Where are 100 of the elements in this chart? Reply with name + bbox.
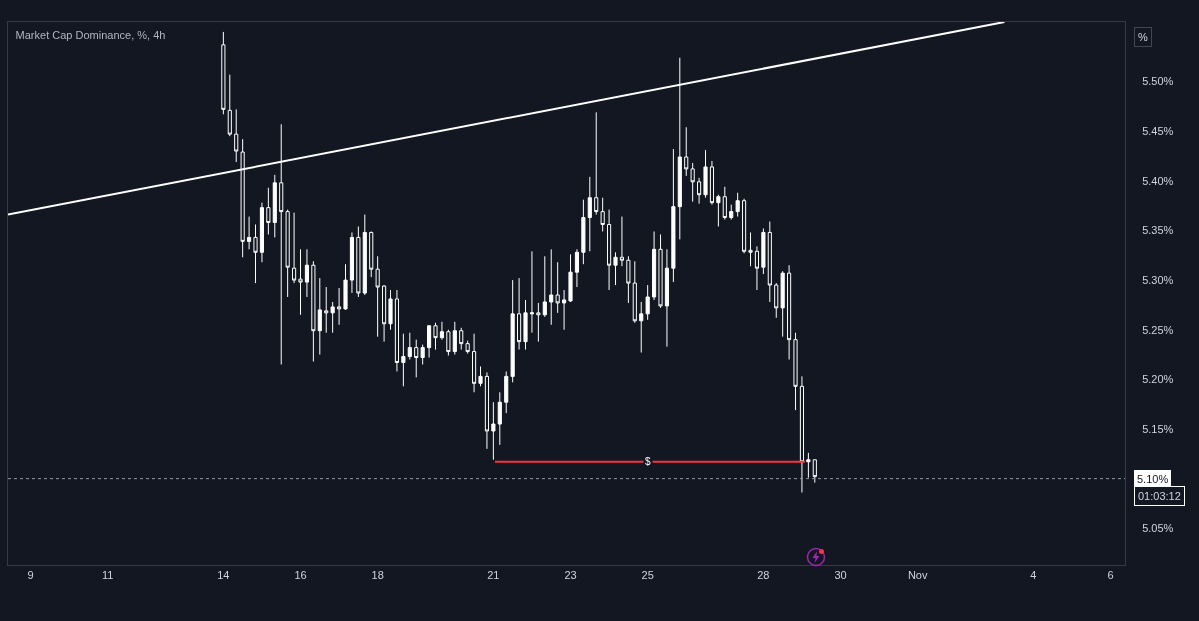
candlestick [401,333,406,387]
candlestick [523,299,528,351]
candlestick [562,289,567,331]
candlestick [234,108,239,163]
text: % [1138,31,1148,43]
candlestick [761,227,766,275]
candlestick [517,277,522,351]
candlestick [459,327,464,351]
candlestick [298,248,303,316]
text: 01:03:12 [1138,490,1181,502]
candlestick [780,270,785,338]
x-tick-label: 25 [641,569,654,582]
x-tick-label: 6 [1107,569,1114,582]
candlestick [510,279,515,383]
candlestick [337,287,342,326]
candlestick [774,282,779,319]
candlestick [639,301,644,354]
candlestick [581,199,586,265]
candlestick [472,333,477,393]
candlestick [324,286,329,334]
candlestick [433,322,438,351]
candlestick [491,401,496,461]
candlestick [742,198,747,254]
candlestick [394,289,400,372]
candlestick [594,111,599,216]
candlestick [388,289,393,331]
candlestick [690,162,695,203]
candlestick [452,321,457,356]
candlestick [369,230,374,278]
x-tick-label: 30 [834,569,847,582]
candlestick [253,224,258,284]
x-tick-label: 18 [371,569,384,582]
x-tick-label: 4 [1030,569,1037,582]
candlestick [626,255,631,304]
candlestick [247,216,252,250]
x-tick-label: 28 [757,569,770,582]
candlestick [574,248,580,288]
candlestick [311,260,316,362]
candlestick [349,231,355,294]
candlestick [703,149,708,199]
candlestick [793,332,798,411]
candlestick [652,230,657,301]
x-tick-label: 9 [27,569,34,582]
candlestick [446,329,451,357]
candlestick [375,255,380,338]
candlestick [658,233,663,309]
y-tick-label: 5.25% [1142,323,1174,336]
candlestick [716,194,721,227]
candlestick [317,277,322,356]
candlestick [722,186,727,221]
candlestick [272,174,277,238]
candlestick [497,391,502,446]
candlestick [356,225,361,298]
candlestick [382,284,387,343]
candlestick [362,214,367,296]
candlestick [645,284,650,321]
candlestick [619,216,625,267]
candlestick [465,340,470,355]
candlestick [735,192,740,218]
candlestick [748,231,753,267]
candlestick [709,160,715,206]
candlestick [613,251,618,286]
candlestick [529,250,535,334]
candlestick [600,197,605,232]
candlestick [266,187,271,235]
candlestick [555,261,560,314]
candlestick [607,209,612,291]
y-tick-label: 5.40% [1142,174,1174,187]
x-tick-label: Nov [907,569,928,582]
candlestick [787,264,792,361]
candlestick [439,321,445,341]
y-tick-label: 5.30% [1142,273,1174,286]
x-tick-label: 21 [487,569,500,582]
candlestick [536,302,541,343]
x-tick-label: 23 [564,569,577,582]
candlestick [420,344,425,365]
candlestick [504,370,509,414]
annotation: $ [645,456,651,467]
y-tick-label: 5.45% [1142,125,1174,138]
ref-line-label: 5.10% [1137,473,1169,485]
candlestick [227,74,232,137]
y-tick-label: 5.50% [1142,75,1174,88]
candlestick [343,263,348,311]
y-tick-label: 5.15% [1142,422,1174,435]
candlestick [414,339,419,378]
candlestick [259,202,265,263]
candlestick [799,375,805,494]
candlestick [549,248,554,326]
candlestick [304,248,310,298]
candlestick [292,212,297,284]
y-tick-label: 5.35% [1142,224,1174,237]
candlestick [754,245,760,291]
candlestick [767,221,772,303]
y-tick-label: 5.05% [1142,522,1174,535]
candlestick [427,325,432,359]
candlestick [671,148,676,283]
candlestick [407,332,412,361]
candlestick [684,126,689,177]
y-tick-label: 5.20% [1142,373,1174,386]
candlestick [484,371,490,450]
